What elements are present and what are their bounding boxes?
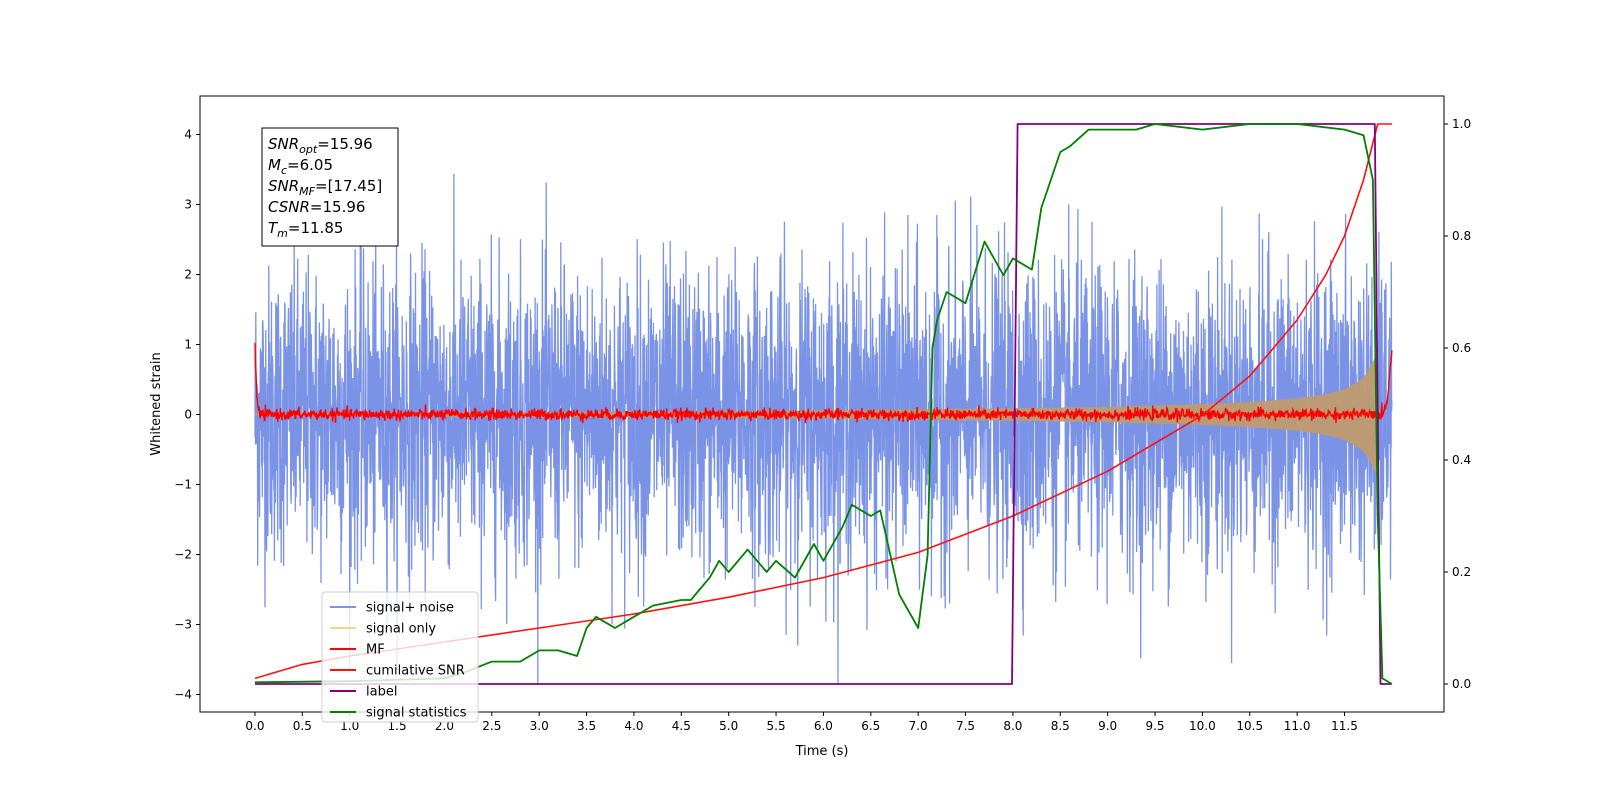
annotation-line: SNRMF=[17.45] [268,177,382,198]
x-tick-label: 5.0 [719,719,738,733]
y-tick-label: −2 [174,548,192,562]
x-tick-label: 3.0 [530,719,549,733]
x-tick-label: 7.5 [956,719,975,733]
x-tick-label: 10.5 [1236,719,1263,733]
stats-annotation: SNRopt=15.96Mc=6.05SNRMF=[17.45]CSNR=15.… [261,127,399,247]
x-tick-label: 6.5 [861,719,880,733]
x-tick-label: 7.0 [909,719,928,733]
annotation-line: SNRopt=15.96 [268,135,373,156]
series-signal-statistics [254,123,1393,685]
legend-frame [321,591,479,723]
annotation-frame [261,127,399,247]
y-tick-label: −3 [174,618,192,632]
x-tick-label: 8.0 [1003,719,1022,733]
x-tick-label: 4.0 [624,719,643,733]
y-tick-label: 3 [184,198,192,212]
x-tick-label: 5.5 [767,719,786,733]
y2-tick-label: 0.8 [1452,229,1471,243]
x-tick-label: 3.5 [577,719,596,733]
annotation-line: Tm=11.85 [268,219,343,240]
x-axis-label: Time (s) [795,744,849,759]
annotation-line: CSNR=15.96 [268,198,365,216]
y-tick-label: 4 [184,128,192,142]
x-tick-label: 6.0 [814,719,833,733]
y-tick-label: 1 [184,338,192,352]
x-tick-label: 9.0 [1098,719,1117,733]
x-tick-label: 0.5 [293,719,312,733]
series-mf [254,342,1393,424]
y-axis-left: −4 −3 −2 −1 0 1 2 3 4 [174,128,200,702]
y2-tick-label: 0.0 [1452,677,1471,691]
y2-tick-label: 1.0 [1452,117,1471,131]
y-axis-right: 0.0 0.2 0.4 0.6 0.8 1.0 [1444,117,1471,691]
y2-tick-label: 0.6 [1452,341,1471,355]
x-axis: 0.0 0.5 1.0 1.5 2.0 2.5 3.0 3.5 4.0 4.5 5.0 5.5 6.0 6… [245,712,1358,733]
legend: signal+ noise signal only MF cumilative SNR… [321,591,479,723]
y-tick-label: −1 [174,478,192,492]
legend-entry: signal+ noise [366,601,454,616]
y-tick-label: −4 [174,688,192,702]
legend-entry: label [366,685,397,700]
x-tick-label: 2.5 [482,719,501,733]
legend-entry: signal only [366,622,436,637]
y-tick-label: 2 [184,268,192,282]
legend-entry: MF [366,643,385,658]
y-tick-label: 0 [184,408,192,422]
y2-tick-label: 0.2 [1452,565,1471,579]
series-label [255,123,1392,685]
x-tick-label: 8.5 [1051,719,1070,733]
x-tick-label: 9.5 [1145,719,1164,733]
x-tick-label: 11.5 [1331,719,1358,733]
x-tick-label: 10.0 [1189,719,1216,733]
legend-entry: signal statistics [366,706,467,721]
y2-tick-label: 0.4 [1452,453,1471,467]
x-tick-label: 0.0 [245,719,264,733]
legend-entry: cumilative SNR [366,664,465,679]
y-axis-label: Whitened strain [149,352,164,455]
x-tick-label: 4.5 [672,719,691,733]
axes-frame [199,95,1445,713]
annotation-line: Mc=6.05 [268,156,333,177]
x-tick-label: 11.0 [1284,719,1311,733]
